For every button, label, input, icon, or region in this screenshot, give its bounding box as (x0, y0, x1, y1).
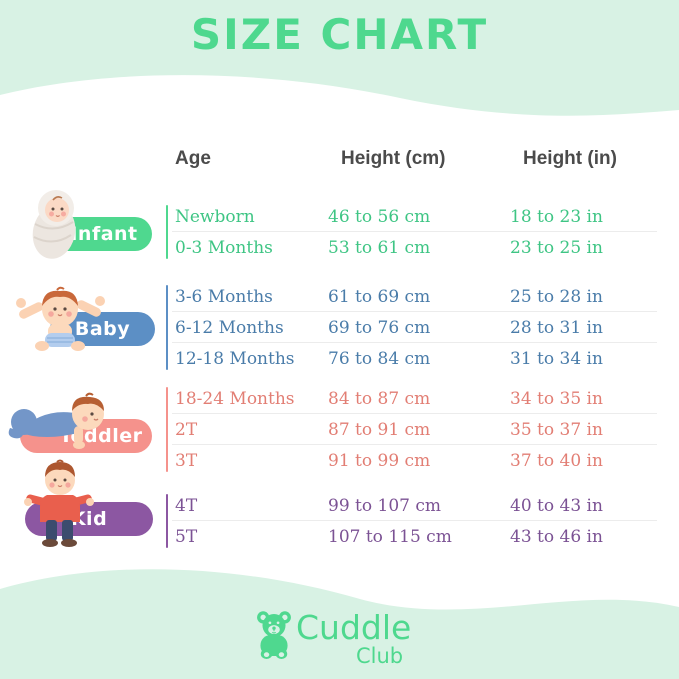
size-group-infant: Newborn 46 to 56 cm 18 to 23 in 0-3 Mont… (160, 201, 665, 263)
height-in-cell: 40 to 43 in (510, 495, 603, 516)
height-cm-cell: 107 to 115 cm (328, 526, 452, 547)
size-group-baby: 3-6 Months 61 to 69 cm 25 to 28 in 6-12 … (160, 281, 665, 374)
age-cell: 2T (175, 419, 198, 440)
height-cm-cell: 87 to 91 cm (328, 419, 431, 440)
teddy-bear-icon (257, 611, 291, 660)
top-wave-decoration (0, 0, 679, 135)
group-label: Baby (74, 318, 131, 340)
table-row: 12-18 Months 76 to 84 cm 31 to 34 in (160, 343, 665, 374)
table-row: 5T 107 to 115 cm 43 to 46 in (160, 521, 665, 552)
height-cm-cell: 61 to 69 cm (328, 286, 431, 307)
height-cm-cell: 91 to 99 cm (328, 450, 431, 471)
table-row: Newborn 46 to 56 cm 18 to 23 in (160, 201, 665, 232)
table-row: 6-12 Months 69 to 76 cm 28 to 31 in (160, 312, 665, 343)
age-cell: 6-12 Months (175, 317, 284, 338)
height-in-cell: 18 to 23 in (510, 206, 603, 227)
height-in-cell: 37 to 40 in (510, 450, 603, 471)
height-cm-cell: 84 to 87 cm (328, 388, 431, 409)
column-header-age: Age (175, 148, 211, 169)
age-cell: Newborn (175, 206, 255, 227)
age-cell: 3-6 Months (175, 286, 273, 307)
group-accent-line (166, 205, 168, 259)
height-in-cell: 25 to 28 in (510, 286, 603, 307)
age-cell: 5T (175, 526, 198, 547)
table-row: 4T 99 to 107 cm 40 to 43 in (160, 490, 665, 521)
group-label: Infant (70, 223, 138, 245)
height-in-cell: 34 to 35 in (510, 388, 603, 409)
size-group-toddler: 18-24 Months 84 to 87 cm 34 to 35 in 2T … (160, 383, 665, 476)
height-in-cell: 23 to 25 in (510, 237, 603, 258)
age-cell: 4T (175, 495, 198, 516)
height-cm-cell: 46 to 56 cm (328, 206, 431, 227)
group-accent-line (166, 494, 168, 548)
page-title: SIZE CHART (190, 10, 489, 59)
column-header-height-cm: Height (cm) (341, 148, 446, 169)
height-cm-cell: 69 to 76 cm (328, 317, 431, 338)
crawling-toddler-illustration (8, 392, 104, 449)
group-accent-line (166, 285, 168, 370)
height-cm-cell: 53 to 61 cm (328, 237, 431, 258)
height-in-cell: 35 to 37 in (510, 419, 603, 440)
bottom-wave-decoration (0, 569, 679, 679)
table-row: 3T 91 to 99 cm 37 to 40 in (160, 445, 665, 476)
height-in-cell: 31 to 34 in (510, 348, 603, 369)
age-cell: 18-24 Months (175, 388, 295, 409)
standing-kid-illustration (24, 459, 94, 547)
table-row: 18-24 Months 84 to 87 cm 34 to 35 in (160, 383, 665, 414)
age-cell: 12-18 Months (175, 348, 295, 369)
sitting-baby-illustration (16, 286, 105, 351)
height-cm-cell: 99 to 107 cm (328, 495, 441, 516)
brand-name: Cuddle (296, 608, 412, 647)
height-in-cell: 43 to 46 in (510, 526, 603, 547)
group-accent-line (166, 387, 168, 472)
swaddled-baby-illustration (32, 190, 76, 259)
height-in-cell: 28 to 31 in (510, 317, 603, 338)
table-row: 0-3 Months 53 to 61 cm 23 to 25 in (160, 232, 665, 263)
height-cm-cell: 76 to 84 cm (328, 348, 431, 369)
brand-suffix: Club (356, 644, 404, 668)
age-cell: 0-3 Months (175, 237, 273, 258)
table-row: 2T 87 to 91 cm 35 to 37 in (160, 414, 665, 445)
column-header-height-in: Height (in) (523, 148, 617, 169)
table-row: 3-6 Months 61 to 69 cm 25 to 28 in (160, 281, 665, 312)
size-group-kid: 4T 99 to 107 cm 40 to 43 in 5T 107 to 11… (160, 490, 665, 552)
age-cell: 3T (175, 450, 198, 471)
